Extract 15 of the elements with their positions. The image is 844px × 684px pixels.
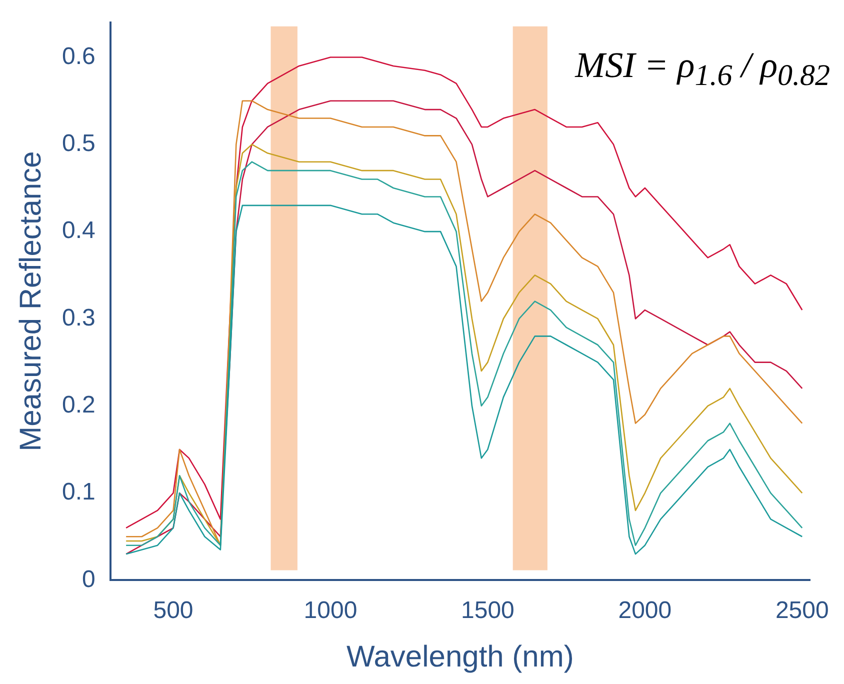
y-tick-label: 0.6 xyxy=(62,42,96,70)
y-tick-label: 0.5 xyxy=(62,130,96,158)
annotation: MSI = ρ$_{1.6}$ / ρ$_{0.82}$ xyxy=(575,44,830,94)
x-tick-label: 1500 xyxy=(461,597,514,624)
y-tick-label: 0 xyxy=(82,566,96,593)
x-tick-label: 2000 xyxy=(618,597,672,624)
x-tick-label: 1000 xyxy=(304,597,358,624)
y-tick-label: 0.4 xyxy=(62,217,96,244)
y-tick-label: 0.2 xyxy=(62,392,96,419)
x-axis-title: Wavelength (nm) xyxy=(346,640,574,674)
x-tick-label: 500 xyxy=(153,597,194,624)
y-axis-title: Measured Reflectance xyxy=(14,151,48,452)
y-tick-label: 0.1 xyxy=(62,478,96,506)
y-tick-label: 0.3 xyxy=(62,304,96,332)
x-tick-label: 2500 xyxy=(775,597,829,624)
